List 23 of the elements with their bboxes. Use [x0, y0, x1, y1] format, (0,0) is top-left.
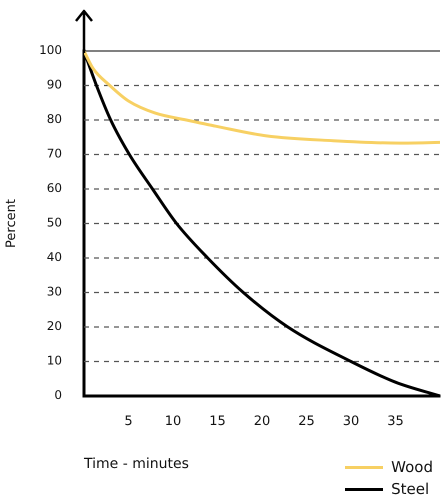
y-tick-label: 20 [46, 319, 62, 334]
y-tick-label: 100 [39, 43, 62, 58]
x-tick-label: 10 [164, 414, 182, 430]
x-tick-label: 5 [124, 414, 133, 430]
y-tick-label: 0 [54, 388, 62, 402]
y-tick-label: 60 [46, 181, 62, 196]
y-tick-label: 30 [46, 284, 62, 299]
x-tick-label: 15 [209, 414, 226, 430]
x-axis-title: Time - minutes [84, 456, 189, 472]
y-tick-label: 80 [46, 112, 62, 126]
y-tick-label: 40 [46, 250, 62, 264]
legend-label: Wood [391, 458, 433, 476]
y-tick-label: 70 [46, 146, 62, 161]
x-tick-label: 25 [298, 414, 315, 430]
x-tick-label: 35 [387, 414, 404, 430]
y-tick-label: 50 [46, 216, 62, 230]
x-tick-label: 30 [342, 414, 360, 430]
y-tick-label: 90 [46, 78, 62, 92]
y-axis-title: Percent [4, 199, 20, 248]
legend-label: Steel [391, 480, 430, 498]
x-tick-label: 20 [254, 414, 270, 430]
y-tick-label: 10 [46, 354, 62, 368]
line-series [84, 51, 440, 145]
